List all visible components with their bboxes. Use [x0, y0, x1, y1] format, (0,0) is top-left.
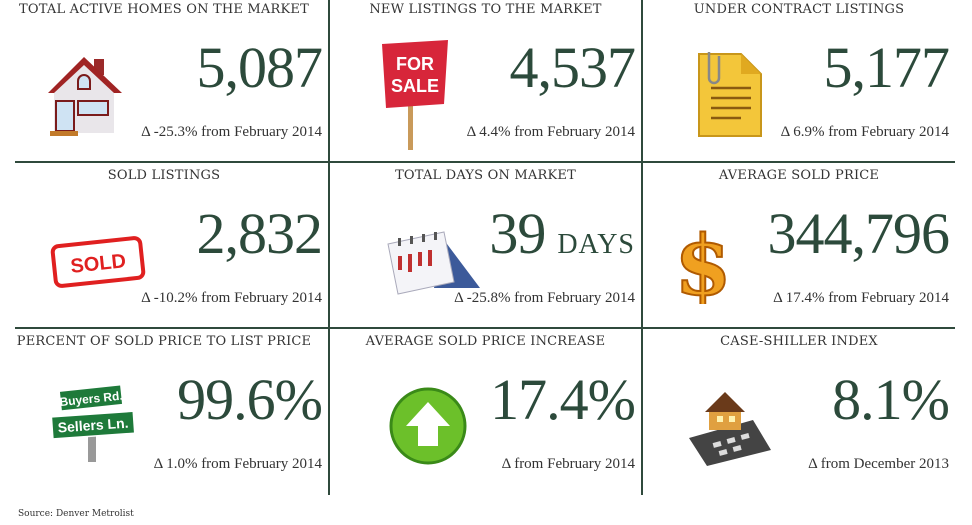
stat-title: PERCENT OF SOLD PRICE TO LIST PRICE: [16, 334, 312, 349]
house-calculator-icon: [689, 392, 771, 466]
divider-horizontal: [15, 327, 955, 329]
svg-text:SOLD: SOLD: [69, 250, 127, 278]
stat-delta: Δ 6.9% from February 2014: [780, 124, 949, 140]
stat-new-listings: NEW LISTINGS TO THE MARKET FOR SALE 4,53…: [330, 0, 641, 161]
divider-horizontal: [15, 161, 955, 163]
stat-value: 4,537: [509, 35, 636, 100]
stat-title: TOTAL DAYS ON MARKET: [395, 168, 576, 183]
stat-sold-to-list-ratio: PERCENT OF SOLD PRICE TO LIST PRICE Buye…: [0, 332, 328, 495]
stat-delta: Δ 17.4% from February 2014: [773, 290, 949, 306]
stat-delta: Δ -10.2% from February 2014: [141, 290, 322, 306]
stat-value: 5,177: [823, 35, 950, 100]
divider-vertical: [328, 0, 330, 495]
divider-vertical: [641, 0, 643, 495]
sold-stamp-icon: SOLD: [50, 236, 146, 288]
stat-average-price-increase: AVERAGE SOLD PRICE INCREASE 17.4% Δ from…: [330, 332, 641, 495]
stat-total-active-homes: TOTAL ACTIVE HOMES ON THE MARKET 5,087 Δ…: [0, 0, 328, 161]
stat-value: 99.6%: [177, 367, 323, 432]
stat-delta: Δ 1.0% from February 2014: [153, 456, 322, 472]
svg-text:SALE: SALE: [391, 76, 439, 96]
dollar-icon: $: [673, 220, 732, 304]
stat-days-on-market: TOTAL DAYS ON MARKET 39 DAYS Δ -25.8% fro…: [330, 166, 641, 327]
stat-value: 344,796: [767, 201, 950, 266]
stat-title: CASE-SHILLER INDEX: [720, 334, 878, 349]
document-clip-icon: [698, 52, 762, 137]
street-sign-icon: Buyers Rd. Sellers Ln.: [50, 384, 136, 462]
stat-title: UNDER CONTRACT LISTINGS: [693, 2, 905, 17]
stat-value: 39 DAYS: [489, 200, 635, 267]
stat-title: NEW LISTINGS TO THE MARKET: [369, 2, 602, 17]
stat-delta: Δ from December 2013: [808, 456, 949, 472]
for-sale-sign-icon: FOR SALE: [382, 40, 448, 150]
stat-title: AVERAGE SOLD PRICE: [718, 168, 880, 183]
stat-title: AVERAGE SOLD PRICE INCREASE: [365, 334, 606, 349]
stat-title: SOLD LISTINGS: [107, 168, 221, 183]
source-note: Source: Denver Metrolist: [18, 509, 134, 519]
stat-under-contract: UNDER CONTRACT LISTINGS 5,177 Δ 6.9% fro…: [643, 0, 955, 161]
up-arrow-icon: [389, 387, 467, 465]
stat-value-unit: DAYS: [557, 229, 635, 260]
svg-text:FOR: FOR: [396, 54, 434, 74]
stat-value-number: 39: [489, 201, 546, 266]
svg-text:Sellers Ln.: Sellers Ln.: [57, 415, 129, 436]
stat-value: 2,832: [196, 201, 323, 266]
svg-text:Buyers Rd.: Buyers Rd.: [59, 389, 123, 410]
calendar-icon: [387, 231, 480, 295]
svg-text:$: $: [674, 220, 731, 304]
stat-delta: Δ from February 2014: [501, 456, 635, 472]
house-icon: [48, 57, 122, 136]
stat-title: TOTAL ACTIVE HOMES ON THE MARKET: [19, 2, 309, 17]
stat-average-sold-price: AVERAGE SOLD PRICE $ 344,796 Δ 17.4% fro…: [643, 166, 955, 327]
stat-value: 17.4%: [490, 367, 636, 432]
stat-value: 5,087: [196, 35, 323, 100]
stat-case-shiller-index: CASE-SHILLER INDEX 8.1% Δ from December …: [643, 332, 955, 495]
stat-delta: Δ 4.4% from February 2014: [466, 124, 635, 140]
stat-sold-listings: SOLD LISTINGS SOLD 2,832 Δ -10.2% from F…: [0, 166, 328, 327]
stat-delta: Δ -25.3% from February 2014: [141, 124, 322, 140]
stat-delta: Δ -25.8% from February 2014: [454, 290, 635, 306]
stat-value: 8.1%: [832, 367, 950, 432]
